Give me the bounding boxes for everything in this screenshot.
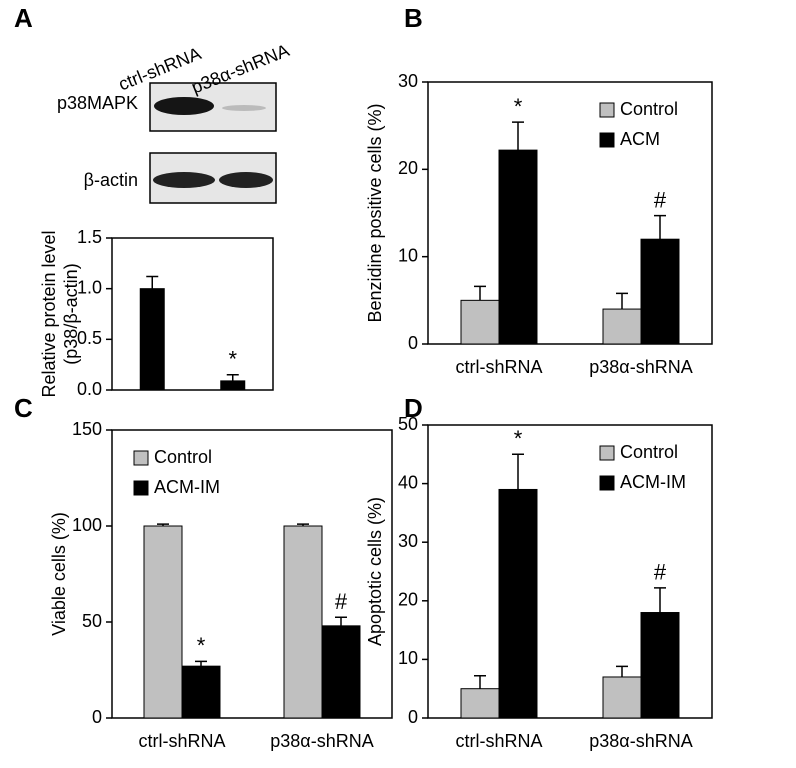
significance-mark: # <box>654 187 667 212</box>
y-axis-label: Benzidine positive cells (%) <box>365 103 385 322</box>
bar <box>460 299 500 345</box>
y-tick-label: 30 <box>398 71 418 91</box>
significance-mark: * <box>228 347 237 372</box>
y-tick-label: 10 <box>398 245 418 265</box>
y-tick-label: 50 <box>398 414 418 434</box>
plot-frame <box>111 237 274 391</box>
error-bar <box>654 214 666 240</box>
legend-swatch <box>599 445 615 461</box>
y-axis-label: (p38/β-actin) <box>61 263 81 364</box>
error-bar <box>335 616 347 626</box>
bar <box>498 149 538 345</box>
error-bar <box>654 587 666 613</box>
blot-label: p38MAPK <box>57 93 138 113</box>
bar <box>283 525 323 719</box>
y-axis-label: Viable cells (%) <box>49 512 69 636</box>
error-bar <box>512 453 524 490</box>
bar <box>602 676 642 719</box>
y-tick-label: 0.0 <box>77 379 102 399</box>
legend-label: Control <box>620 442 678 462</box>
plot-frame <box>111 429 393 719</box>
y-tick-label: 30 <box>398 531 418 551</box>
blot-band <box>222 105 266 111</box>
x-tick-label: p38α-shRNA <box>589 357 692 377</box>
panel-letter: C <box>14 393 33 423</box>
significance-mark: * <box>514 94 523 119</box>
significance-mark: * <box>197 633 206 658</box>
bar <box>181 665 221 719</box>
bar <box>640 238 680 345</box>
y-tick-label: 0 <box>408 333 418 353</box>
x-tick-label: ctrl-shRNA <box>455 731 542 751</box>
y-tick-label: 20 <box>398 590 418 610</box>
error-bar <box>297 523 309 526</box>
error-bar <box>616 665 628 677</box>
bar <box>143 525 183 719</box>
error-bar <box>226 374 239 381</box>
blot-band <box>154 97 214 115</box>
y-tick-label: 0 <box>92 707 102 727</box>
legend-swatch <box>599 102 615 118</box>
legend-swatch <box>133 480 149 496</box>
x-tick-label: ctrl-shRNA <box>455 357 542 377</box>
bar <box>602 308 642 345</box>
blot-band <box>219 172 273 188</box>
significance-mark: # <box>654 560 667 585</box>
bar <box>498 488 538 719</box>
legend-label: ACM-IM <box>620 472 686 492</box>
y-tick-label: 1.5 <box>77 227 102 247</box>
legend-swatch <box>133 450 149 466</box>
y-tick-label: 50 <box>82 611 102 631</box>
y-tick-label: 40 <box>398 472 418 492</box>
legend-swatch <box>599 132 615 148</box>
error-bar <box>512 121 524 151</box>
y-tick-label: 1.0 <box>77 277 102 297</box>
y-tick-label: 0 <box>408 707 418 727</box>
legend-label: ACM <box>620 129 660 149</box>
legend-label: Control <box>620 99 678 119</box>
y-tick-label: 10 <box>398 648 418 668</box>
x-tick-label: ctrl-shRNA <box>138 731 225 751</box>
error-bar <box>474 285 486 301</box>
x-tick-label: p38α-shRNA <box>270 731 373 751</box>
blot-band <box>153 172 215 188</box>
blot-label: β-actin <box>84 170 138 190</box>
plot-frame <box>427 424 713 719</box>
y-tick-label: 100 <box>72 515 102 535</box>
y-tick-label: 150 <box>72 419 102 439</box>
bar <box>460 688 500 719</box>
significance-mark: # <box>335 589 348 614</box>
bar <box>640 612 680 719</box>
legend-label: Control <box>154 447 212 467</box>
y-axis-label: Apoptotic cells (%) <box>365 497 385 646</box>
y-tick-label: 20 <box>398 158 418 178</box>
error-bar <box>616 292 628 310</box>
error-bar <box>157 523 169 526</box>
bar <box>220 380 246 391</box>
bar <box>139 288 165 391</box>
significance-mark: * <box>514 426 523 451</box>
error-bar <box>474 675 486 689</box>
error-bar <box>195 660 207 667</box>
x-tick-label: p38α-shRNA <box>589 731 692 751</box>
plot-frame <box>427 81 713 345</box>
panel-letter: B <box>404 3 423 33</box>
panel-letter: A <box>14 3 33 33</box>
panel-letter: D <box>404 393 423 423</box>
bar <box>321 625 361 719</box>
legend-label: ACM-IM <box>154 477 220 497</box>
y-axis-label: Relative protein level <box>39 230 59 397</box>
y-tick-label: 0.5 <box>77 328 102 348</box>
error-bar <box>146 275 159 289</box>
legend-swatch <box>599 475 615 491</box>
